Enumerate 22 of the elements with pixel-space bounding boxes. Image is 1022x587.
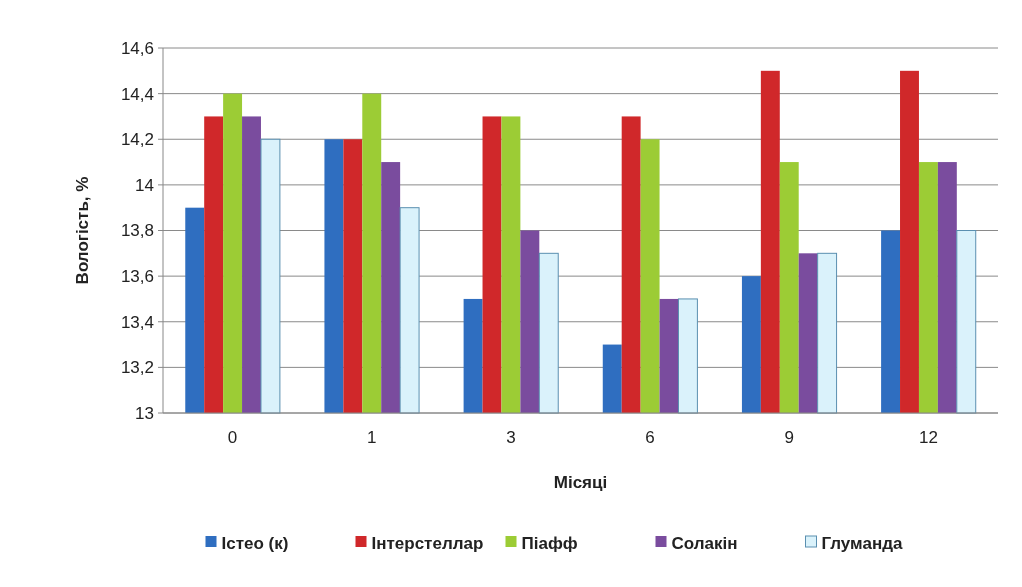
y-tick-label: 13,6 — [120, 267, 154, 287]
legend-label: Глуманда — [821, 533, 903, 553]
x-tick-label: 12 — [918, 428, 938, 447]
x-tick-label: 9 — [784, 428, 794, 447]
y-tick-label: 13,2 — [120, 358, 154, 378]
legend-label: Піафф — [521, 533, 578, 553]
legend-label: Інтерстеллар — [371, 533, 484, 553]
x-tick-label: 1 — [367, 428, 377, 447]
x-tick-label: 3 — [506, 428, 516, 447]
y-tick-label: 14,6 — [120, 38, 154, 58]
legend-label: Солакін — [671, 533, 738, 553]
y-tick-label: 14,2 — [120, 130, 154, 150]
y-tick-label: 14 — [135, 175, 154, 195]
y-axis-title: Вологість, % — [73, 176, 92, 285]
y-tick-label: 13,8 — [120, 221, 154, 241]
x-tick-label: 6 — [645, 428, 655, 447]
y-tick-label: 13,4 — [120, 312, 154, 332]
legend-label: Істео (к) — [221, 533, 289, 553]
x-tick-label: 0 — [227, 428, 238, 447]
y-tick-label: 14,4 — [120, 84, 154, 104]
y-tick-label: 13 — [135, 403, 154, 423]
x-axis-title: Місяці — [553, 473, 608, 492]
